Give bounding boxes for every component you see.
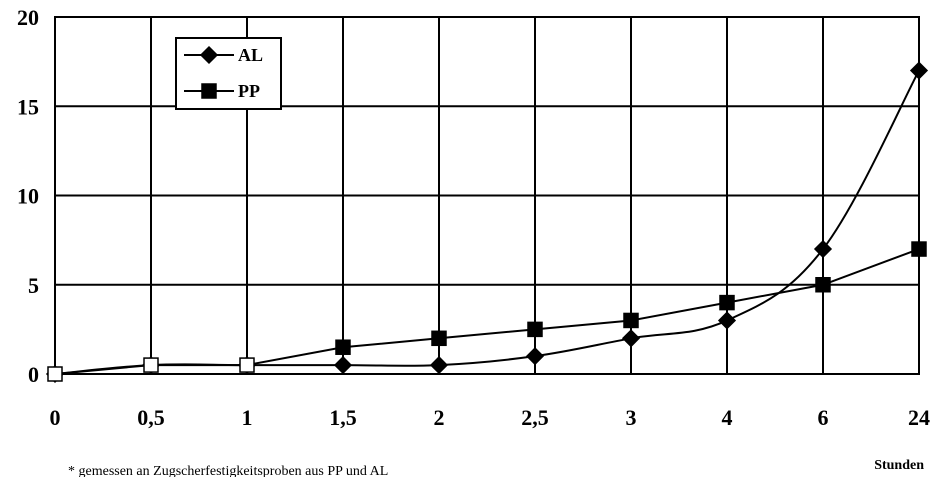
data-point-pp-7 [719, 294, 735, 311]
legend-items: AL PP [184, 45, 263, 101]
x-tick-label: 24 [908, 405, 930, 430]
series-pp [47, 241, 927, 382]
legend-marker-al [199, 45, 219, 65]
x-tick-label: 2 [434, 405, 445, 430]
data-point-al-3 [333, 356, 353, 375]
series-line-pp [54, 248, 920, 375]
data-point-al-8 [813, 239, 833, 259]
data-point-al-4 [429, 356, 449, 375]
x-tick-label: 0 [50, 405, 61, 430]
legend-marker-pp [201, 83, 217, 99]
legend-box [175, 37, 282, 110]
data-point-pp-8 [815, 277, 831, 293]
data-point-al-6 [621, 329, 641, 348]
x-tick-label: 1 [242, 405, 253, 430]
legend-label-pp: PP [238, 81, 260, 101]
footnote: * gemessen an Zugscherfestigkeitsproben … [68, 464, 388, 477]
x-axis-label: Stunden [874, 458, 924, 473]
data-point-pp-5 [527, 321, 543, 338]
data-point-pp-1 [143, 357, 159, 373]
x-tick-label: 2,5 [521, 405, 549, 430]
data-point-al-7 [717, 311, 737, 330]
legend: AL PP [175, 37, 282, 110]
data-point-pp-6 [623, 312, 639, 329]
data-point-pp-2 [239, 357, 255, 373]
data-point-al-9 [909, 61, 929, 80]
series-layer [45, 61, 929, 384]
x-tick-label: 6 [818, 405, 829, 430]
y-tick-label: 0 [28, 362, 39, 387]
data-point-pp-9 [911, 241, 927, 257]
y-tick-label: 15 [17, 94, 39, 119]
plot-area-border [54, 16, 920, 375]
data-point-pp-4 [431, 330, 447, 347]
data-point-al-5 [525, 347, 545, 366]
x-tick-label: 3 [626, 405, 637, 430]
series-line-al [54, 70, 920, 375]
x-axis-ticks: 0 0,5 1 1,5 2 2,5 3 4 6 24 [50, 405, 931, 430]
x-tick-label: 4 [722, 405, 733, 430]
data-point-pp-3 [335, 339, 351, 355]
data-point-pp-0 [47, 366, 63, 382]
y-axis-ticks: 0 5 10 15 20 [17, 5, 39, 387]
legend-label-al: AL [238, 45, 263, 65]
x-tick-label: 1,5 [329, 405, 357, 430]
y-tick-label: 20 [17, 5, 39, 30]
y-tick-label: 5 [28, 273, 39, 298]
x-tick-label: 0,5 [137, 405, 165, 430]
y-tick-label: 10 [17, 184, 39, 209]
